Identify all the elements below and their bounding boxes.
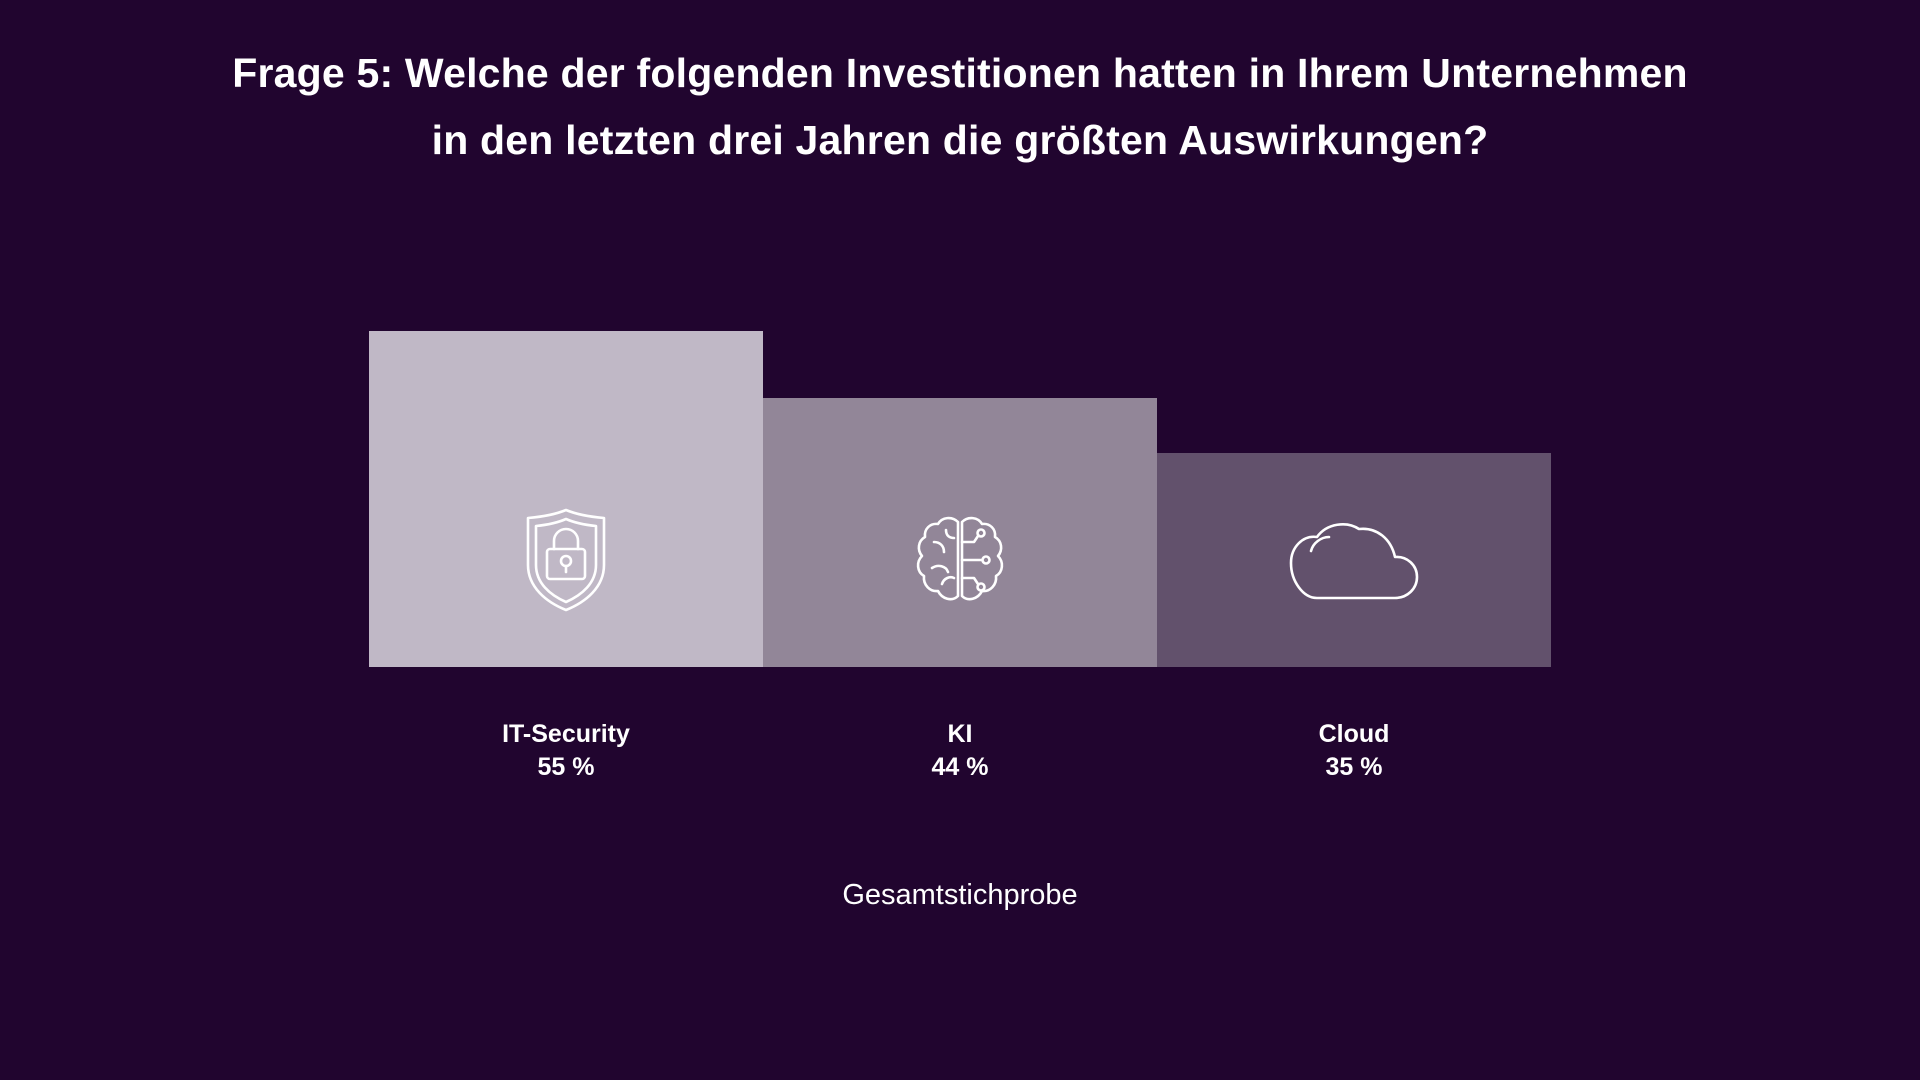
category-label: IT-Security [502,720,630,748]
chart-title-line-1: Frage 5: Welche der folgenden Investitio… [232,50,1688,96]
value-label: 35 % [1325,753,1383,781]
shield-lock-icon [524,507,608,613]
chart-title-line-2: in den letzten drei Jahren die größten A… [431,117,1489,163]
category-label: Cloud [1318,720,1390,748]
bar-ki [763,398,1157,667]
bar-cloud [1157,453,1551,667]
bar-label: IT-Security 55 % [369,718,763,784]
cloud-icon [1287,517,1421,603]
chart-title: Frage 5: Welche der folgenden Investitio… [160,40,1760,174]
value-label: 55 % [537,753,595,781]
value-label: 44 % [931,753,989,781]
category-label: KI [947,720,973,748]
brain-circuit-icon [912,512,1008,608]
sample-note: Gesamtstichprobe [842,879,1078,911]
bar-it-security [369,331,763,667]
bar-label: Cloud 35 % [1157,718,1551,784]
bar-label: KI 44 % [763,718,1157,784]
